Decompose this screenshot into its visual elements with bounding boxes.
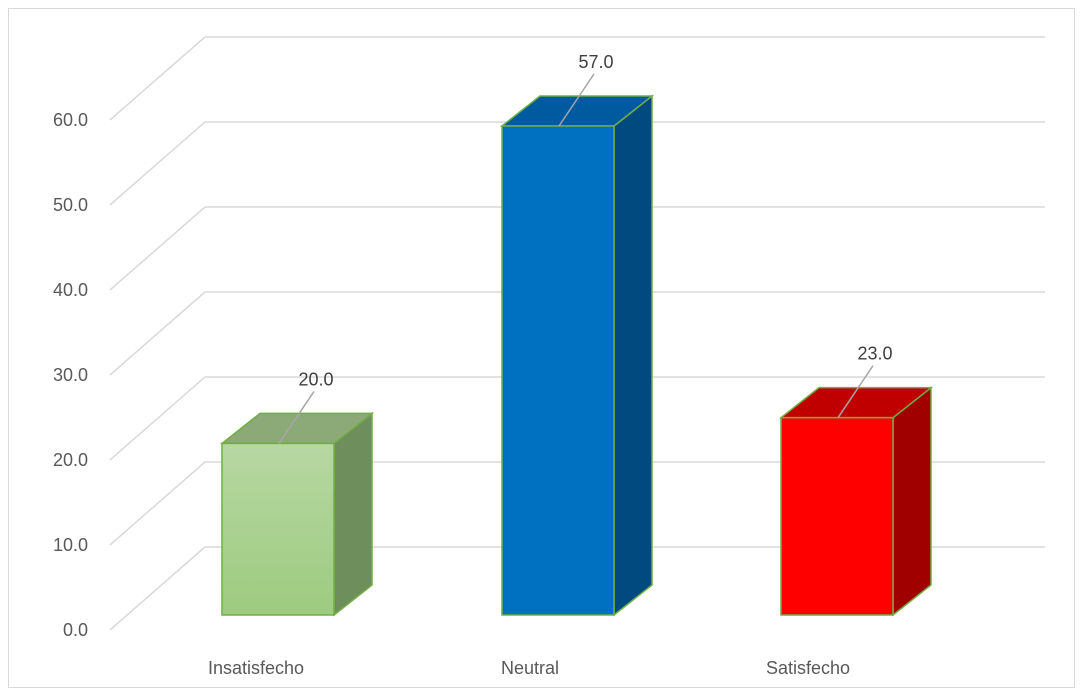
x-category-label: Insatisfecho xyxy=(208,658,304,678)
y-tick-label: 60.0 xyxy=(53,110,88,130)
gridline-wall xyxy=(109,376,206,461)
gridline-wall xyxy=(109,206,206,291)
bar-front-face xyxy=(780,416,894,616)
bar-front-face xyxy=(221,442,335,616)
bar-satisfecho xyxy=(778,386,934,617)
bar-side-face xyxy=(333,411,373,617)
x-category-label: Satisfecho xyxy=(766,658,850,678)
bar-insatisfecho xyxy=(219,411,375,617)
y-tick-label: 0.0 xyxy=(63,620,88,640)
bar-side-face xyxy=(613,94,653,617)
gridline-wall xyxy=(109,291,206,376)
bar-side-face xyxy=(892,386,932,617)
bars xyxy=(219,94,934,617)
gridline-wall xyxy=(109,461,206,546)
data-label-leader xyxy=(837,365,874,419)
x-axis-category-labels: Insatisfecho Neutral Satisfecho xyxy=(208,658,850,678)
data-label-leader xyxy=(278,391,315,444)
data-label: 20.0 xyxy=(298,369,333,389)
bar-front-face xyxy=(501,125,615,616)
y-tick-label: 30.0 xyxy=(53,365,88,385)
data-labels: 20.0 57.0 23.0 xyxy=(278,52,893,444)
bar-neutral xyxy=(499,94,655,617)
gridline-wall xyxy=(109,546,206,631)
data-label: 57.0 xyxy=(578,52,613,72)
y-tick-label: 10.0 xyxy=(53,535,88,555)
x-category-label: Neutral xyxy=(501,658,559,678)
gridline-wall xyxy=(109,36,206,121)
y-tick-label: 40.0 xyxy=(53,280,88,300)
y-axis-tick-labels: 0.0 10.0 20.0 30.0 40.0 50.0 60.0 xyxy=(53,110,88,640)
y-tick-label: 50.0 xyxy=(53,195,88,215)
data-label-leader xyxy=(558,73,595,127)
gridline-wall xyxy=(109,121,206,206)
y-tick-label: 20.0 xyxy=(53,450,88,470)
data-label: 23.0 xyxy=(857,344,892,364)
